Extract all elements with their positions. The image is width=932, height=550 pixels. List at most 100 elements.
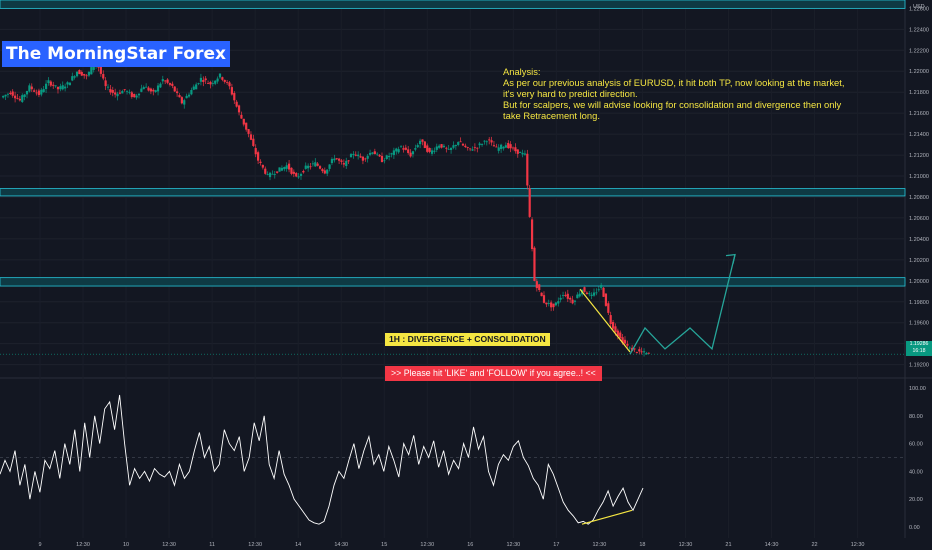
time-tick-label: 17	[553, 542, 559, 548]
candle-body	[314, 162, 317, 167]
candle-body	[399, 146, 403, 148]
candle-body	[595, 292, 598, 294]
candle-body	[488, 139, 491, 141]
candle-body	[133, 93, 136, 98]
candle-body	[75, 71, 79, 77]
rsi-tick-label: 100.00	[909, 386, 926, 392]
candle-body	[242, 118, 245, 125]
candle-body	[380, 155, 384, 163]
candle-body	[530, 219, 534, 250]
candle-body	[180, 97, 183, 104]
candle-body	[211, 83, 214, 85]
candle-body	[464, 145, 467, 148]
candle-body	[438, 145, 441, 148]
candle-body	[357, 154, 360, 157]
candle-body	[90, 67, 93, 75]
candle-body	[154, 90, 157, 92]
analysis-line: take Retracement long.	[503, 110, 600, 121]
candle-body	[11, 91, 14, 96]
candle-body	[292, 171, 295, 174]
candle-body	[480, 144, 484, 146]
candle-body	[492, 145, 496, 147]
candle-body	[390, 153, 393, 155]
candle-body	[547, 303, 550, 305]
candle-body	[142, 87, 145, 90]
candle-body	[56, 86, 60, 90]
candle-body	[514, 147, 517, 152]
candle-body	[118, 92, 122, 94]
candle-body	[359, 156, 362, 158]
candle-body	[521, 152, 524, 155]
candle-body	[125, 91, 129, 93]
candle-body	[371, 152, 374, 154]
candle-body	[59, 86, 62, 90]
time-tick-label: 12:30	[76, 542, 90, 548]
rsi-tick-label: 80.00	[909, 414, 923, 420]
candle-body	[442, 145, 446, 148]
price-tick-label: 1.20600	[909, 216, 929, 222]
candle-body	[407, 149, 410, 153]
candle-body	[392, 150, 395, 155]
candle-body	[233, 93, 236, 101]
candle-body	[80, 72, 83, 76]
candle-body	[523, 153, 527, 155]
candle-body	[340, 160, 343, 162]
candle-body	[457, 142, 460, 145]
candle-body	[345, 160, 348, 166]
candle-body	[376, 153, 379, 155]
candle-body	[449, 147, 453, 150]
candle-body	[316, 163, 319, 166]
candle-body	[42, 89, 45, 93]
candle-body	[278, 167, 281, 172]
candle-body	[635, 352, 638, 353]
time-tick-label: 15	[381, 542, 387, 548]
candle-body	[106, 86, 110, 88]
time-tick-label: 22	[811, 542, 817, 548]
candle-body	[135, 95, 138, 98]
candle-body	[271, 173, 274, 175]
candle-body	[528, 188, 531, 217]
candle-body	[421, 139, 424, 142]
currency-label: USD	[913, 4, 925, 10]
candle-body	[9, 92, 12, 94]
title-badge: The MorningStar Forex	[2, 41, 230, 67]
candle-body	[168, 83, 172, 85]
candle-body	[330, 158, 334, 164]
price-tick-label: 1.21400	[909, 132, 929, 138]
candle-body	[71, 76, 74, 81]
candle-body	[185, 95, 188, 99]
candle-body	[569, 297, 572, 300]
candle-body	[216, 78, 219, 82]
candle-body	[285, 165, 288, 169]
candle-body	[140, 88, 143, 92]
price-tick-label: 1.20400	[909, 237, 929, 243]
candle-body	[490, 140, 493, 143]
candle-body	[240, 114, 243, 119]
analysis-line: As per our previous analysis of EURUSD, …	[503, 77, 845, 88]
price-tick-label: 1.21200	[909, 153, 929, 159]
candle-body	[628, 347, 631, 349]
candle-body	[33, 90, 36, 92]
candle-body	[466, 147, 469, 148]
sr-zone	[0, 188, 906, 197]
time-tick-label: 10	[123, 542, 129, 548]
candle-body	[349, 154, 353, 158]
candle-body	[402, 148, 405, 150]
candle-body	[454, 144, 457, 147]
candle-body	[16, 97, 19, 99]
candle-body	[159, 83, 162, 88]
candlestick-series	[0, 59, 905, 357]
candle-body	[235, 101, 238, 107]
candle-body	[187, 94, 191, 97]
candle-body	[440, 144, 443, 148]
time-tick-label: 12:30	[248, 542, 262, 548]
candle-body	[645, 352, 648, 355]
candle-body	[304, 165, 307, 169]
candle-body	[633, 348, 636, 350]
candle-body	[66, 82, 69, 85]
candle-body	[323, 170, 326, 174]
time-tick-label: 14	[295, 542, 301, 548]
candle-body	[164, 80, 167, 82]
candle-body	[299, 173, 303, 176]
